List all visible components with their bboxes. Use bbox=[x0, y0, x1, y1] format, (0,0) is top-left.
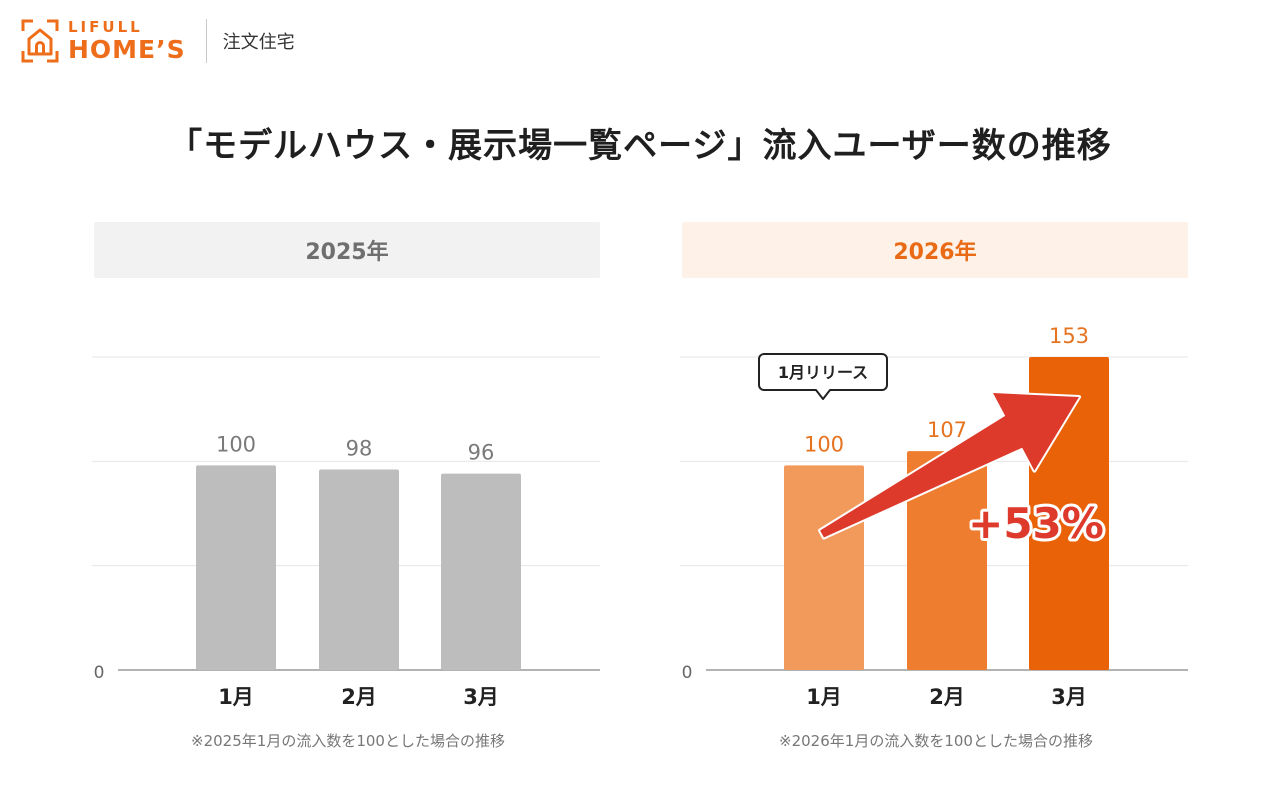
x-tick-label-2: 2月 bbox=[929, 685, 965, 709]
x-tick-label-3: 3月 bbox=[1051, 685, 1087, 709]
bar-chart-2026: 0 100 1月 107 2月 153 3月 1月リリース +53% bbox=[680, 324, 1188, 709]
growth-arrow bbox=[818, 391, 1081, 540]
data-label-1: 100 bbox=[216, 432, 256, 456]
footnote-2026: ※2026年1月の流入数を100とした場合の推移 bbox=[779, 732, 1093, 750]
house-logo-icon bbox=[21, 19, 59, 63]
data-label-1: 100 bbox=[804, 432, 844, 456]
y-tick-label-0: 0 bbox=[94, 663, 105, 683]
logo-lifull-text: LIFULL bbox=[68, 18, 143, 36]
x-tick-label-2: 2月 bbox=[341, 685, 377, 709]
data-label-2: 98 bbox=[346, 437, 373, 461]
year-banner-2025: 2025年 bbox=[94, 222, 600, 278]
x-tick-label-1: 1月 bbox=[218, 685, 254, 709]
x-tick-label-3: 3月 bbox=[463, 685, 499, 709]
bar-2 bbox=[319, 469, 399, 670]
x-tick-label-1: 1月 bbox=[806, 685, 842, 709]
callout-bubble bbox=[758, 353, 888, 400]
bar-3 bbox=[441, 473, 521, 670]
year-banner-2026: 2026年 bbox=[682, 222, 1188, 278]
brand-logo[interactable]: LIFULL HOME’S 注文住宅 bbox=[20, 18, 295, 64]
callout-label: 1月リリース bbox=[778, 363, 868, 382]
section-label: 注文住宅 bbox=[222, 32, 295, 53]
data-label-3: 153 bbox=[1049, 324, 1089, 348]
growth-label: +53% bbox=[968, 499, 1104, 548]
bar-1 bbox=[196, 465, 276, 670]
bar-chart-2025: 0 100 1月 98 2月 96 3月 bbox=[92, 356, 600, 709]
bar-2 bbox=[907, 451, 987, 670]
data-label-3: 96 bbox=[468, 441, 495, 465]
page-title: 「モデルハウス・展示場一覧ページ」流入ユーザー数の推移 bbox=[168, 126, 1112, 166]
chart-panel-2026: 2026年 0 100 1月 107 2月 153 3月 1月リリース +53% ※2026年1… bbox=[676, 222, 1196, 762]
footnote-2025: ※2025年1月の流入数を100とした場合の推移 bbox=[191, 732, 505, 750]
logo-divider bbox=[205, 19, 207, 63]
logo-homes-text: HOME’S bbox=[68, 35, 186, 64]
bar-1 bbox=[784, 465, 864, 670]
y-tick-label-0: 0 bbox=[682, 663, 693, 683]
chart-panel-2025: 2025年 0 100 1月 98 2月 96 3月 ※2025年1月の流入数を100とした… bbox=[88, 222, 608, 762]
data-label-2: 107 bbox=[927, 418, 967, 442]
